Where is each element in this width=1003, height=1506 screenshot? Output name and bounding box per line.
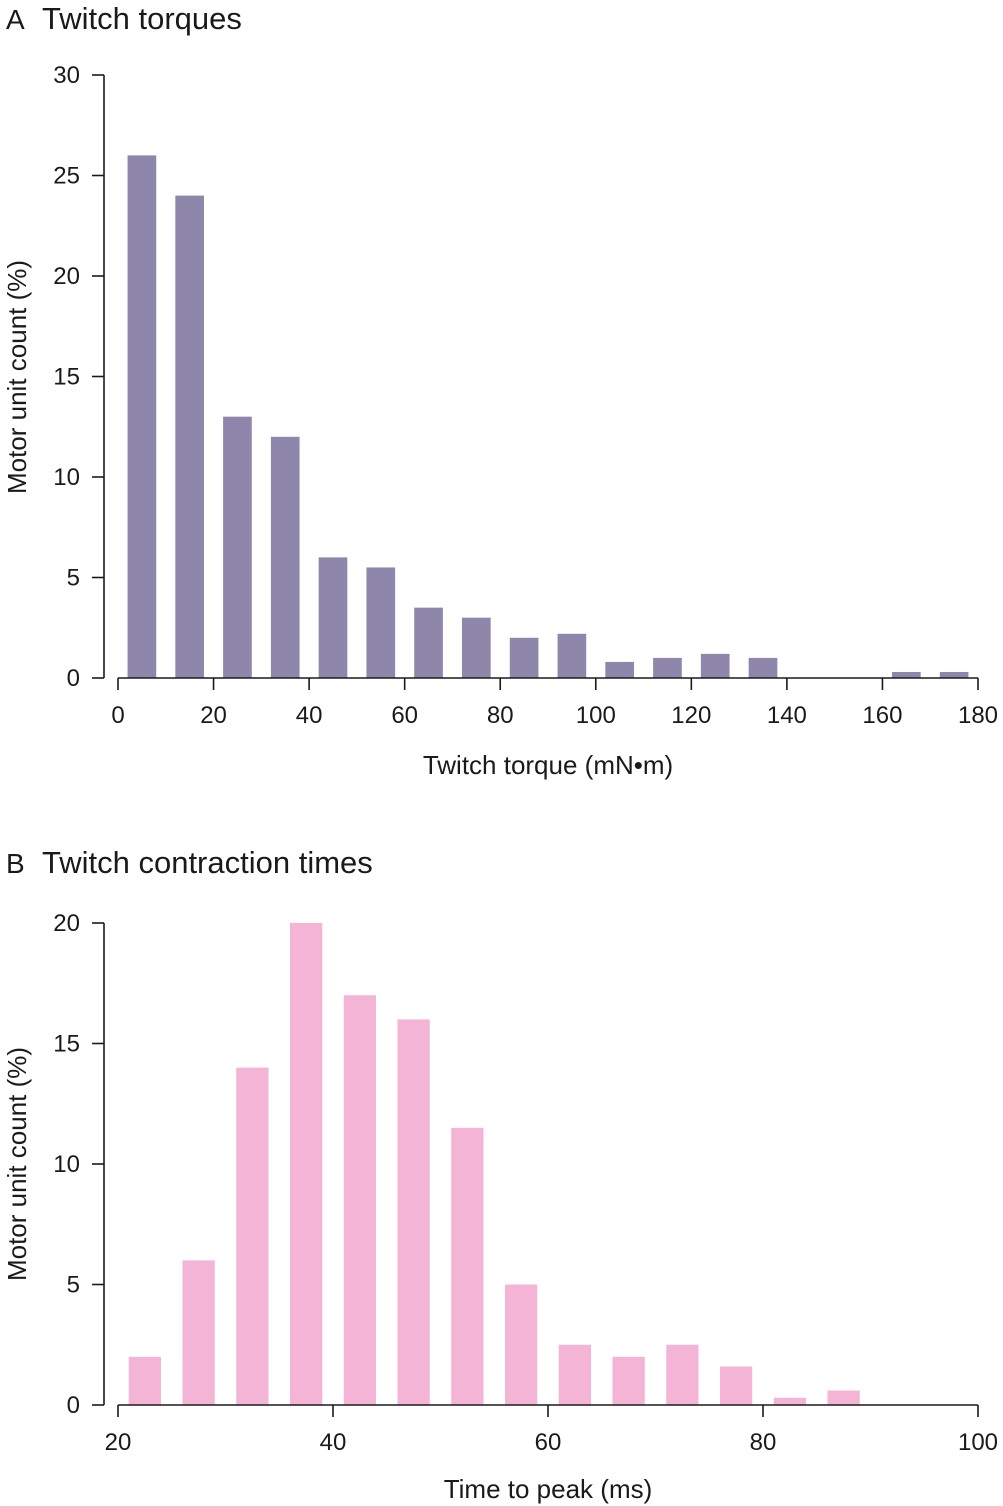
panel-b-bar xyxy=(773,1397,806,1405)
panel-a-bar xyxy=(175,195,204,678)
panel-a-bar xyxy=(127,155,157,678)
panel-b-bar xyxy=(343,995,376,1405)
panel-a-bar xyxy=(366,567,396,678)
panel-a-bar xyxy=(653,657,682,678)
panel-b-y-tick-label: 10 xyxy=(53,1151,80,1178)
panel-a-bar xyxy=(414,607,443,678)
panel-b-bar xyxy=(720,1366,753,1405)
panel-a-y-tick-label: 0 xyxy=(67,665,80,692)
panel-b-x-tick-label: 100 xyxy=(958,1429,998,1456)
panel-a-y-axis-title: Motor unit count (%) xyxy=(2,260,32,494)
panel-a-bar xyxy=(462,617,491,678)
panel-a-x-tick-label: 100 xyxy=(576,702,616,729)
panel-a-x-tick-label: 120 xyxy=(671,702,711,729)
panel-b-bar xyxy=(558,1344,591,1405)
panel-b-y-tick-label: 0 xyxy=(67,1392,80,1419)
panel-b-bar xyxy=(505,1284,538,1405)
panel-b-bar xyxy=(290,923,323,1405)
panel-a-x-axis-title: Twitch torque (mN•m) xyxy=(423,750,673,780)
panel-b-y-tick-label: 15 xyxy=(53,1031,80,1058)
panel-a-bar xyxy=(700,653,730,678)
panel-b-y-ticks: 0 5 10 15 20 xyxy=(53,910,104,1419)
panel-b-x-axis-title: Time to peak (ms) xyxy=(444,1474,653,1504)
panel-a-y-tick-label: 5 xyxy=(67,565,80,592)
panel-b-x-ticks: 20 40 60 80 100 xyxy=(105,1405,998,1456)
panel-b-x-tick-label: 80 xyxy=(750,1429,777,1456)
panel-a-x-tick-label: 20 xyxy=(200,702,227,729)
panel-a-x-tick-label: 80 xyxy=(487,702,514,729)
panel-b-y-axis-title: Motor unit count (%) xyxy=(2,1047,32,1281)
panel-a-bar xyxy=(557,633,587,678)
panel-a-bar xyxy=(605,661,634,678)
panel-b-bar xyxy=(182,1260,215,1405)
panel-b-bar xyxy=(612,1356,645,1405)
panel-b-twitch-contraction-times: B Twitch contraction times 0 5 10 15 20 20 40… xyxy=(2,845,998,1504)
panel-a-letter: A xyxy=(6,4,25,35)
panel-b-bar xyxy=(128,1356,161,1405)
panel-b-x-tick-label: 60 xyxy=(535,1429,562,1456)
panel-a-y-tick-label: 30 xyxy=(53,62,80,89)
panel-a-y-tick-label: 25 xyxy=(53,163,80,190)
panel-a-bar xyxy=(748,657,778,678)
panel-a-x-ticks: 0 20 40 60 80 100 120 140 160 180 xyxy=(111,678,998,729)
panel-a-bar xyxy=(318,557,348,678)
panel-a-title: Twitch torques xyxy=(42,1,242,36)
panel-a-x-tick-label: 140 xyxy=(767,702,807,729)
panel-b-bar xyxy=(451,1127,484,1405)
panel-b-x-tick-label: 20 xyxy=(105,1429,132,1456)
panel-a-bar xyxy=(270,436,300,678)
panel-b-bar xyxy=(827,1390,860,1405)
panel-a-bar xyxy=(509,637,539,678)
panel-a-x-tick-label: 60 xyxy=(391,702,418,729)
panel-a-y-ticks: 0 5 10 15 20 25 30 xyxy=(53,62,104,692)
panel-b-title: Twitch contraction times xyxy=(42,845,373,880)
panel-a-bars xyxy=(127,155,969,678)
panel-a-y-tick-label: 10 xyxy=(53,464,80,491)
panel-b-y-tick-label: 5 xyxy=(67,1272,80,1299)
panel-a-bar xyxy=(892,671,921,678)
panel-b-bar xyxy=(666,1344,699,1405)
panel-a-x-tick-label: 180 xyxy=(958,702,998,729)
panel-a-x-tick-label: 0 xyxy=(111,702,124,729)
panel-a-bar xyxy=(223,416,252,678)
panel-a-twitch-torques: A Twitch torques 0 5 10 15 20 25 30 0 20 40 60 80 1… xyxy=(2,1,998,780)
panel-b-bar xyxy=(236,1067,269,1405)
panel-b-x-tick-label: 40 xyxy=(320,1429,347,1456)
panel-a-x-tick-label: 160 xyxy=(862,702,902,729)
panel-b-bars xyxy=(128,923,860,1405)
panel-a-x-tick-label: 40 xyxy=(296,702,323,729)
panel-a-y-tick-label: 15 xyxy=(53,364,80,391)
panel-b-y-tick-label: 20 xyxy=(53,910,80,937)
panel-b-letter: B xyxy=(6,848,25,879)
panel-a-bar xyxy=(939,671,969,678)
panel-a-y-tick-label: 20 xyxy=(53,263,80,290)
panel-b-bar xyxy=(397,1019,430,1405)
